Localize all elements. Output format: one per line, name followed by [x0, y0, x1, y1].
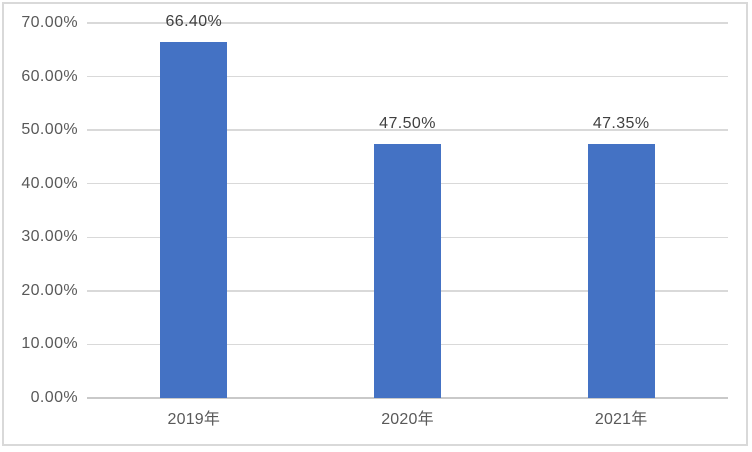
y-axis-tick-label: 50.00%	[21, 121, 78, 139]
x-axis-category-label: 2021年	[594, 411, 648, 428]
bar	[374, 143, 441, 398]
x-axis-category-label: 2020年	[381, 411, 434, 428]
bar-data-label: 47.35%	[592, 115, 650, 133]
y-axis-tick-label: 0.00%	[30, 389, 78, 406]
y-axis-tick-label: 10.00%	[21, 335, 78, 353]
bar	[160, 42, 228, 398]
x-axis-line	[87, 397, 728, 399]
bar-data-label: 66.40%	[165, 13, 223, 31]
gridline	[87, 75, 728, 78]
y-axis-tick-label: 30.00%	[21, 228, 78, 246]
gridline	[87, 129, 728, 131]
y-axis-tick-label: 40.00%	[21, 174, 78, 192]
y-axis-tick-label: 20.00%	[21, 281, 78, 299]
bar-data-label: 47.50%	[379, 114, 436, 132]
y-axis-tick-label: 60.00%	[21, 67, 78, 85]
bar-chart: 0.00% 10.00% 20.00% 30.00% 40.00% 50.00% 60.00…	[2, 2, 748, 446]
x-axis-category-label: 2019年	[167, 411, 221, 428]
bar	[587, 144, 655, 398]
gridline	[87, 22, 728, 24]
y-axis-tick-label: 70.00%	[21, 14, 78, 31]
